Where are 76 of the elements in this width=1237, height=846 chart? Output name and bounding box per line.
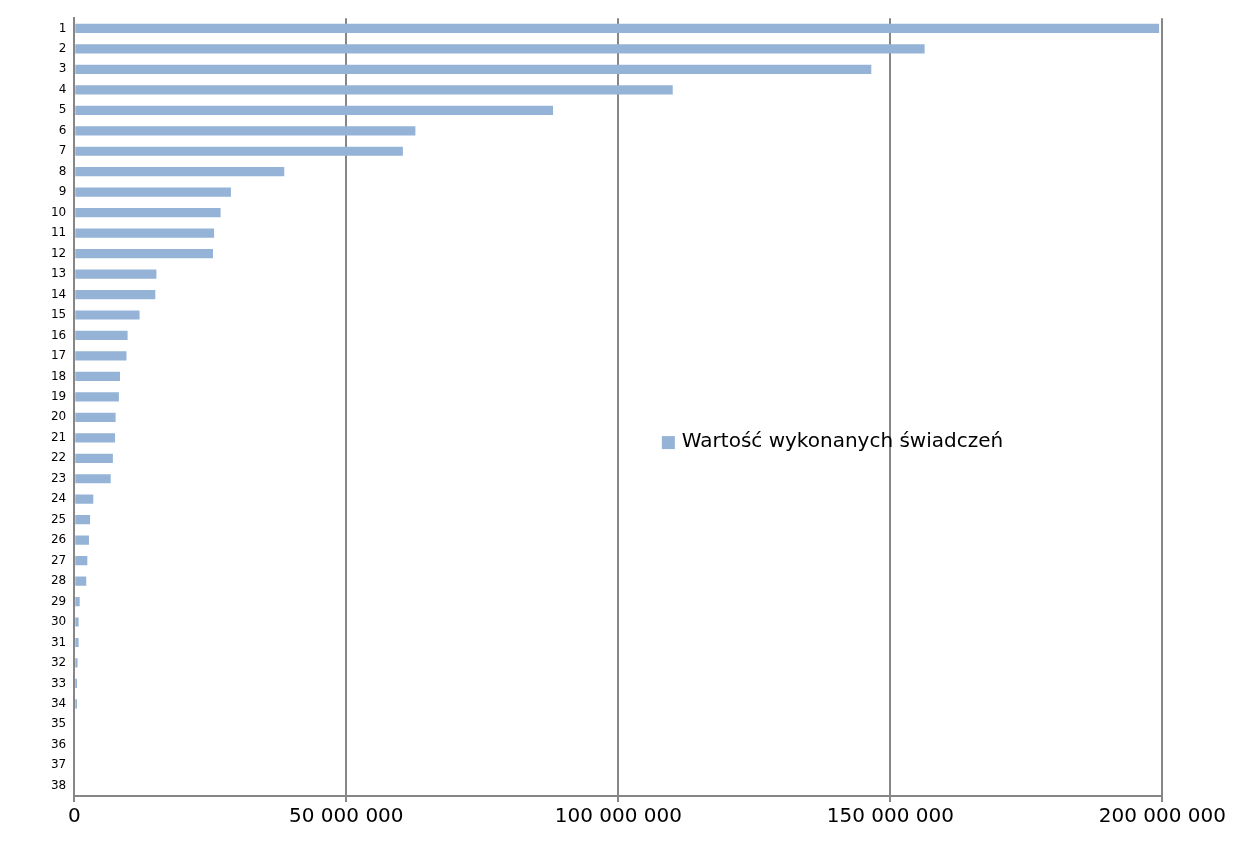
bar [75,617,79,627]
bar [75,23,1160,34]
bar [75,658,78,668]
bar [75,556,88,566]
x-tick-label: 0 [67,803,81,828]
x-tick-label: 150 000 000 [826,803,954,828]
y-tick-label: 2 [58,41,67,56]
bar [75,64,872,74]
y-tick-label: 18 [50,368,67,383]
bar [75,330,128,341]
bar [75,596,80,607]
y-tick-label: 24 [50,491,67,506]
bar [75,371,120,381]
bar [75,248,213,259]
y-tick-label: 27 [50,552,67,567]
y-tick-label: 35 [50,716,67,731]
bar [75,269,157,279]
y-tick-label: 31 [50,634,67,649]
y-tick-label: 37 [50,757,67,772]
bar [75,126,416,136]
bar [75,85,673,95]
bar [75,637,79,648]
bar [75,289,156,300]
y-tick-label: 16 [50,327,67,342]
y-tick-label: 12 [50,245,67,260]
y-tick-label: 26 [50,532,67,547]
y-tick-label: 23 [50,470,67,485]
y-tick-label: 3 [58,61,67,76]
bar [75,105,554,115]
bar [75,412,116,422]
y-tick-label: 14 [50,286,67,301]
x-tick-label: 200 000 000 [1098,803,1227,828]
y-tick-label: 30 [50,614,67,629]
x-tick-label: 50 000 000 [289,803,404,828]
y-tick-label: 8 [58,163,67,178]
bar [75,310,140,320]
y-tick-label: 5 [58,102,67,117]
bar [75,167,285,177]
y-tick-label: 10 [50,204,67,219]
bar [75,228,215,238]
bar [75,474,111,484]
y-tick-label: 22 [50,450,67,465]
y-tick-label: 34 [50,696,67,711]
legend-label: Wartość wykonanych świadczeń [681,428,1004,453]
y-tick-label: 29 [50,593,67,608]
bar [75,146,403,156]
bar [75,44,925,54]
y-tick-label: 13 [50,266,67,281]
y-tick-label: 19 [50,388,67,403]
bar [75,187,231,197]
y-tick-label: 38 [50,777,67,792]
bar [75,392,119,402]
y-tick-label: 33 [50,675,67,690]
bar [75,351,127,361]
y-tick-label: 28 [50,573,67,588]
bar [75,433,116,443]
y-tick-label: 1 [58,20,67,35]
y-tick-label: 6 [58,122,67,137]
y-tick-label: 17 [50,348,67,363]
y-tick-label: 25 [50,511,67,526]
bar [75,494,94,504]
y-tick-label: 36 [50,736,67,751]
bar [75,208,221,218]
y-tick-label: 15 [50,307,67,322]
y-tick-label: 21 [50,429,67,444]
y-tick-label: 20 [50,409,67,424]
bar [75,453,113,463]
bar [75,515,91,525]
y-tick-label: 9 [58,184,67,199]
y-tick-label: 32 [50,655,67,670]
y-tick-label: 7 [58,143,67,158]
y-tick-label: 11 [50,225,67,240]
bar [75,576,87,586]
bar [75,535,89,545]
x-tick-label: 100 000 000 [554,803,682,828]
y-tick-label: 4 [58,81,67,96]
